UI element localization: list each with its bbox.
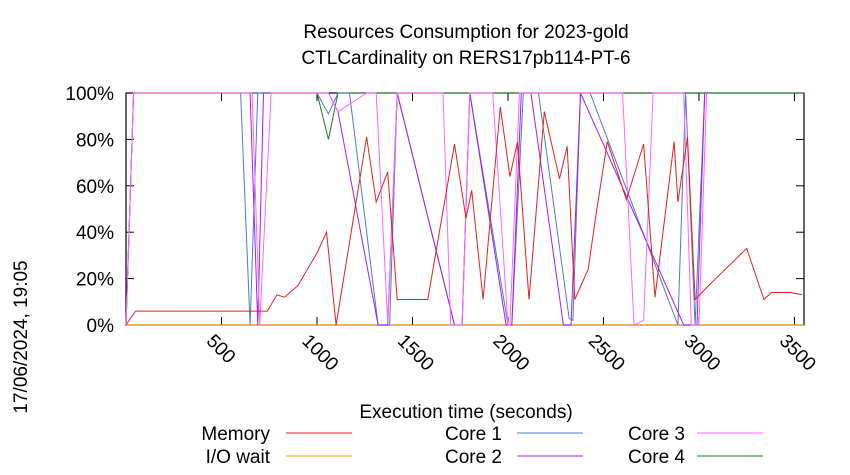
timestamp-label: 17/06/2024, 19:05 <box>11 260 32 413</box>
series-line-core-2 <box>125 92 706 326</box>
x-tick-label: 2500 <box>584 331 629 376</box>
series-line-core-3 <box>125 92 708 326</box>
legend-label: I/O wait <box>206 447 271 468</box>
legend-label: Memory <box>201 424 270 445</box>
series-line-memory <box>125 106 803 326</box>
legend-label: Core 1 <box>445 424 502 445</box>
y-tick-label: 100% <box>65 84 114 105</box>
y-tick-label: 20% <box>76 270 114 291</box>
legend-label: Core 3 <box>628 424 685 445</box>
legend-label: Core 2 <box>445 447 502 468</box>
x-tick-label: 1500 <box>393 331 438 376</box>
chart-title-line-2: CTLCardinality on RERS17pb114-PT-6 <box>301 48 630 69</box>
series-line-core-1 <box>125 92 706 326</box>
x-tick-label: 3500 <box>775 331 820 376</box>
axes: 0% 20% 40% 60% 80% 100% 500 1000 1500 2000 2500 300… <box>65 84 819 375</box>
x-tick-label: 2000 <box>488 331 533 376</box>
x-tick-label: 3000 <box>679 331 724 376</box>
legend-label: Core 4 <box>628 447 685 468</box>
y-tick-label: 60% <box>76 177 114 198</box>
x-tick-label: 500 <box>202 331 239 368</box>
y-tick-label: 0% <box>87 316 115 337</box>
y-tick-label: 80% <box>76 130 114 151</box>
chart-title-line-1: Resources Consumption for 2023-gold <box>303 22 628 43</box>
x-tick-label: 1000 <box>297 331 342 376</box>
series-layer <box>125 92 804 326</box>
x-axis-label: Execution time (seconds) <box>359 402 572 423</box>
y-tick-label: 40% <box>76 223 114 244</box>
